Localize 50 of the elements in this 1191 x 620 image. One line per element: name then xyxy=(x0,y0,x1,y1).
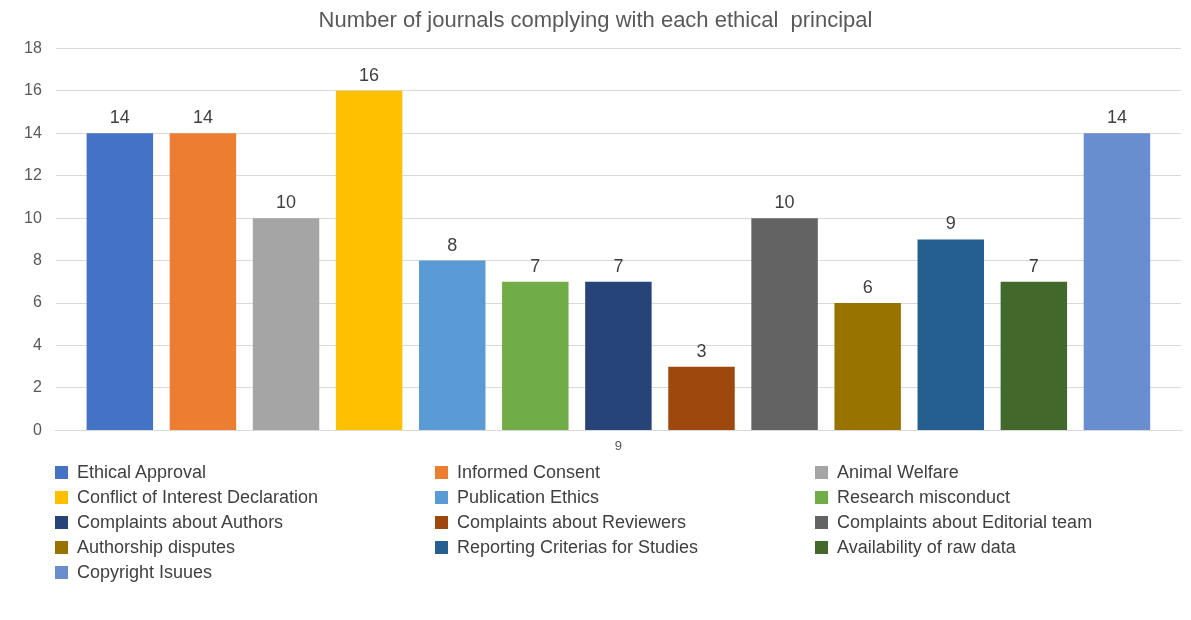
legend-label: Ethical Approval xyxy=(77,462,207,483)
legend-label: Reporting Criterias for Studies xyxy=(457,537,699,558)
bar xyxy=(834,303,901,430)
legend-label: Complaints about Reviewers xyxy=(457,512,687,533)
bar xyxy=(86,133,154,430)
data-label: 14 xyxy=(109,107,130,128)
bar xyxy=(169,133,237,430)
y-tick-label: 0 xyxy=(32,420,42,438)
legend-label: Publication Ethics xyxy=(457,487,600,508)
data-label: 16 xyxy=(359,64,380,85)
bar xyxy=(502,281,569,430)
y-tick-label: 12 xyxy=(24,166,42,184)
y-tick-label: 8 xyxy=(32,251,42,269)
bar xyxy=(1083,133,1151,430)
data-label: 7 xyxy=(1028,255,1039,276)
y-tick-label: 16 xyxy=(24,81,42,99)
legend-label: Copyright Isuues xyxy=(77,562,213,583)
data-label: 6 xyxy=(862,277,873,298)
legend-label: Authorship disputes xyxy=(77,537,236,558)
y-tick-label: 6 xyxy=(32,293,42,311)
bar xyxy=(1000,281,1068,430)
bar xyxy=(335,90,403,430)
legend-label: Research misconduct xyxy=(837,487,1011,508)
legend-label: Complaints about Editorial team xyxy=(837,512,1093,533)
data-label: 8 xyxy=(447,234,458,255)
data-label: 3 xyxy=(696,340,707,361)
legend-label: Complaints about Authors xyxy=(77,512,284,533)
data-label: 9 xyxy=(945,213,956,234)
data-label: 10 xyxy=(276,192,297,213)
y-tick-label: 10 xyxy=(24,208,42,226)
y-tick-label: 4 xyxy=(32,335,42,353)
data-label: 14 xyxy=(1106,107,1127,128)
chart-title: Number of journals complying with each ethical principal xyxy=(318,7,873,33)
data-label: 14 xyxy=(192,107,213,128)
legend-label: Availability of raw data xyxy=(837,537,1016,558)
legend-label: Conflict of Interest Declaration xyxy=(77,487,319,508)
bar xyxy=(751,218,818,430)
bar xyxy=(252,218,320,430)
legend-label: Informed Consent xyxy=(457,462,601,483)
data-label: 7 xyxy=(530,255,541,276)
y-tick-label: 2 xyxy=(32,378,42,396)
y-tick-label: 18 xyxy=(24,38,42,56)
legend-label: Animal Welfare xyxy=(837,462,959,483)
bar xyxy=(418,260,486,430)
data-label: 10 xyxy=(774,192,795,213)
data-label: 7 xyxy=(613,255,624,276)
bar xyxy=(585,281,652,430)
bar xyxy=(917,239,984,430)
y-tick-label: 14 xyxy=(24,123,42,141)
bar xyxy=(668,366,735,430)
